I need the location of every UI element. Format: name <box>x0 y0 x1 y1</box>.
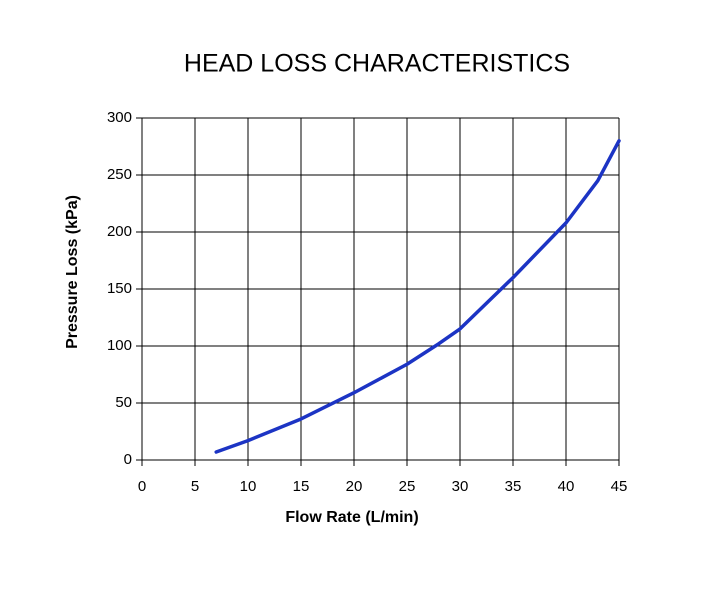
y-tick-label: 250 <box>107 166 132 183</box>
x-tick-label: 5 <box>191 478 199 495</box>
y-tick-label: 200 <box>107 223 132 240</box>
y-tick-label: 100 <box>107 337 132 354</box>
y-tick-label: 150 <box>107 280 132 297</box>
data-line <box>214 139 621 454</box>
x-tick-label: 35 <box>505 478 522 495</box>
x-tick-label: 30 <box>452 478 469 495</box>
x-tick-label: 0 <box>138 478 146 495</box>
y-tick-label: 0 <box>124 451 132 468</box>
y-axis-label: Pressure Loss (kPa) <box>64 195 81 349</box>
x-tick-label: 20 <box>346 478 363 495</box>
x-tick-label: 15 <box>293 478 310 495</box>
x-tick-label: 10 <box>240 478 257 495</box>
y-tick-label: 300 <box>107 109 132 126</box>
chart-title: HEAD LOSS CHARACTERISTICS <box>184 50 570 78</box>
x-tick-label: 45 <box>611 478 628 495</box>
x-tick-label: 25 <box>399 478 416 495</box>
x-axis-label: Flow Rate (L/min) <box>285 509 418 526</box>
x-tick-label: 40 <box>558 478 575 495</box>
y-tick-label: 50 <box>115 394 132 411</box>
